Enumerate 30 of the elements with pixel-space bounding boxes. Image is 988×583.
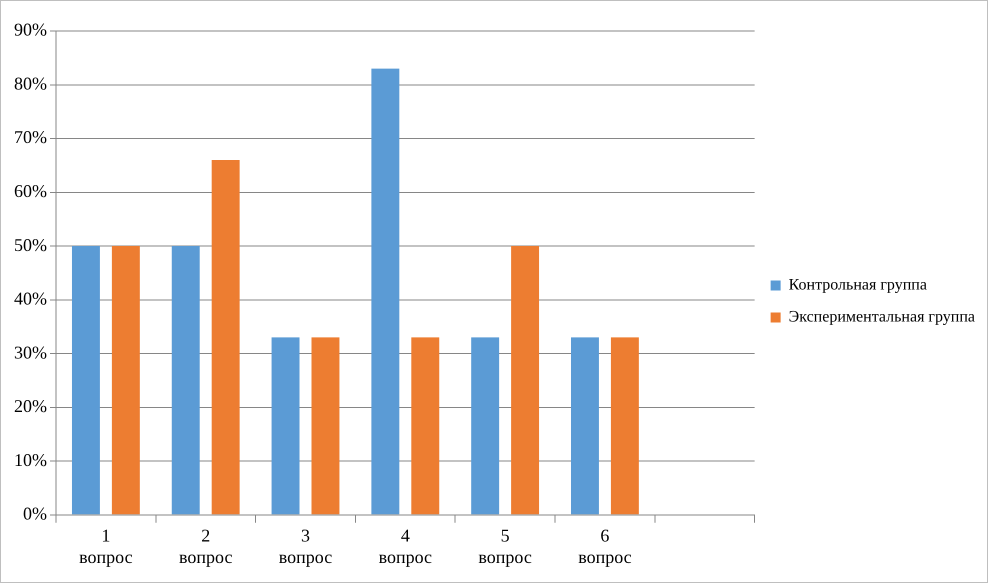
y-tick-label: 10%: [14, 450, 47, 470]
y-tick-label: 30%: [14, 342, 47, 362]
legend-label: Контрольная группа: [788, 276, 927, 294]
x-tick-label: 6 вопрос: [578, 525, 632, 567]
y-tick-label: 70%: [14, 127, 47, 148]
y-tick-label: 20%: [14, 396, 47, 416]
legend-label: Экспериментальная группа: [788, 308, 976, 326]
y-tick-label: 0%: [22, 504, 47, 524]
bar: [411, 337, 440, 514]
bar: [471, 337, 500, 514]
bar: [511, 246, 540, 514]
bar: [172, 246, 200, 514]
bar: [371, 68, 400, 514]
y-tick-label: 90%: [14, 20, 47, 40]
x-tick-label: 2 вопрос: [178, 525, 232, 567]
bar: [212, 160, 240, 514]
bar: [570, 337, 599, 514]
y-tick-label: 50%: [14, 234, 47, 255]
x-tick-label: 1 вопрос: [79, 525, 133, 567]
y-tick-label: 80%: [14, 73, 47, 94]
bar: [610, 337, 639, 514]
y-tick-label: 60%: [14, 181, 47, 201]
bar: [112, 246, 140, 514]
bar: [72, 246, 100, 514]
x-tick-label: 4 вопрос: [378, 525, 432, 567]
y-tick-label: 40%: [14, 288, 47, 309]
bar: [311, 337, 340, 514]
x-tick-label: 5 вопрос: [478, 525, 532, 567]
x-tick-label: 3 вопрос: [278, 525, 332, 567]
bar: [272, 337, 300, 514]
